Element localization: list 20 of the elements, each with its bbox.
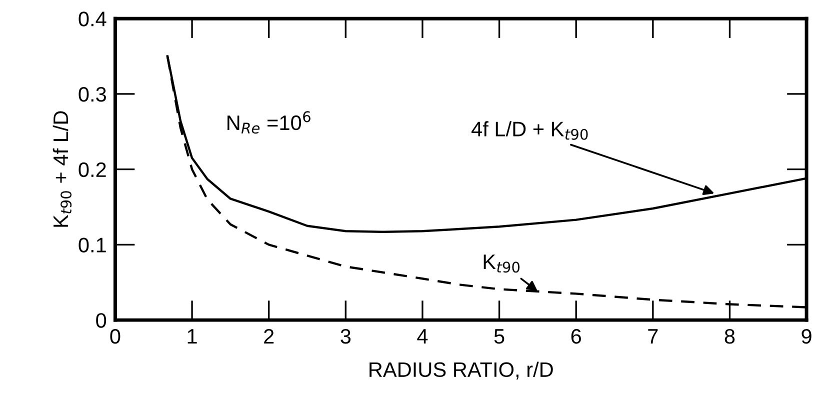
x-tick-label: 9 xyxy=(802,328,812,344)
y-tick-label: 0.1 xyxy=(78,238,106,252)
x-axis-title: RADIUS RATIO, r/D xyxy=(370,362,553,380)
y-tick-label: 0.3 xyxy=(78,86,106,102)
annotation: K$_{t90}$ xyxy=(484,254,520,273)
y-tick-label: 0 xyxy=(96,313,106,328)
x-tick-label: 5 xyxy=(494,329,504,344)
y-axis-title: K$_{t90}$ + 4f L/D xyxy=(52,111,72,227)
x-tick-label: 0 xyxy=(110,328,120,344)
annotation: 4f L/D + K$_{t90}$ xyxy=(472,121,588,140)
x-tick-label: 2 xyxy=(264,328,274,344)
x-tick-label: 7 xyxy=(648,329,658,344)
x-tick-label: 8 xyxy=(724,328,735,344)
annotation: N$_{Re}$ =10$^{6}$ xyxy=(228,111,310,134)
x-tick-label: 3 xyxy=(340,328,351,344)
y-tick-label: 0.4 xyxy=(78,12,106,26)
x-tick-label: 1 xyxy=(188,329,197,344)
x-tick-label: 6 xyxy=(571,328,581,344)
x-tick-label: 4 xyxy=(417,329,428,344)
y-tick-label: 0.2 xyxy=(78,162,106,178)
